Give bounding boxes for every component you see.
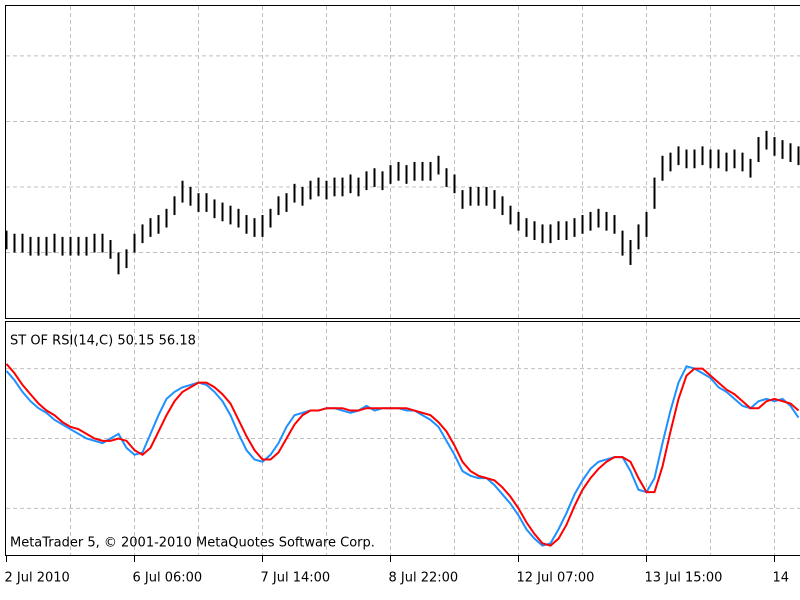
x-axis: 2 Jul 2010 6 Jul 06:00 7 Jul 14:00 8 Jul 22… bbox=[5, 556, 790, 586]
copyright: MetaTrader 5, © 2001-2010 MetaQuotes Sof… bbox=[10, 536, 375, 551]
x-tick-label: 14 bbox=[773, 571, 790, 586]
marks bbox=[5, 130, 800, 547]
indicator-title: ST OF RSI(14,C) 50.15 56.18 bbox=[10, 334, 196, 349]
x-tick-label: 8 Jul 22:00 bbox=[389, 571, 459, 586]
x-tick-label: 13 Jul 15:00 bbox=[645, 571, 723, 586]
x-tick-label: 6 Jul 06:00 bbox=[133, 571, 203, 586]
indicator-panel-frame bbox=[5, 321, 800, 556]
indicator-line bbox=[5, 363, 800, 547]
x-tick-label: 7 Jul 14:00 bbox=[261, 571, 331, 586]
x-tick-label: 12 Jul 07:00 bbox=[517, 571, 595, 586]
indicator-line bbox=[5, 365, 800, 547]
price-panel-frame bbox=[5, 5, 800, 319]
x-tick-label: 2 Jul 2010 bbox=[5, 571, 70, 586]
